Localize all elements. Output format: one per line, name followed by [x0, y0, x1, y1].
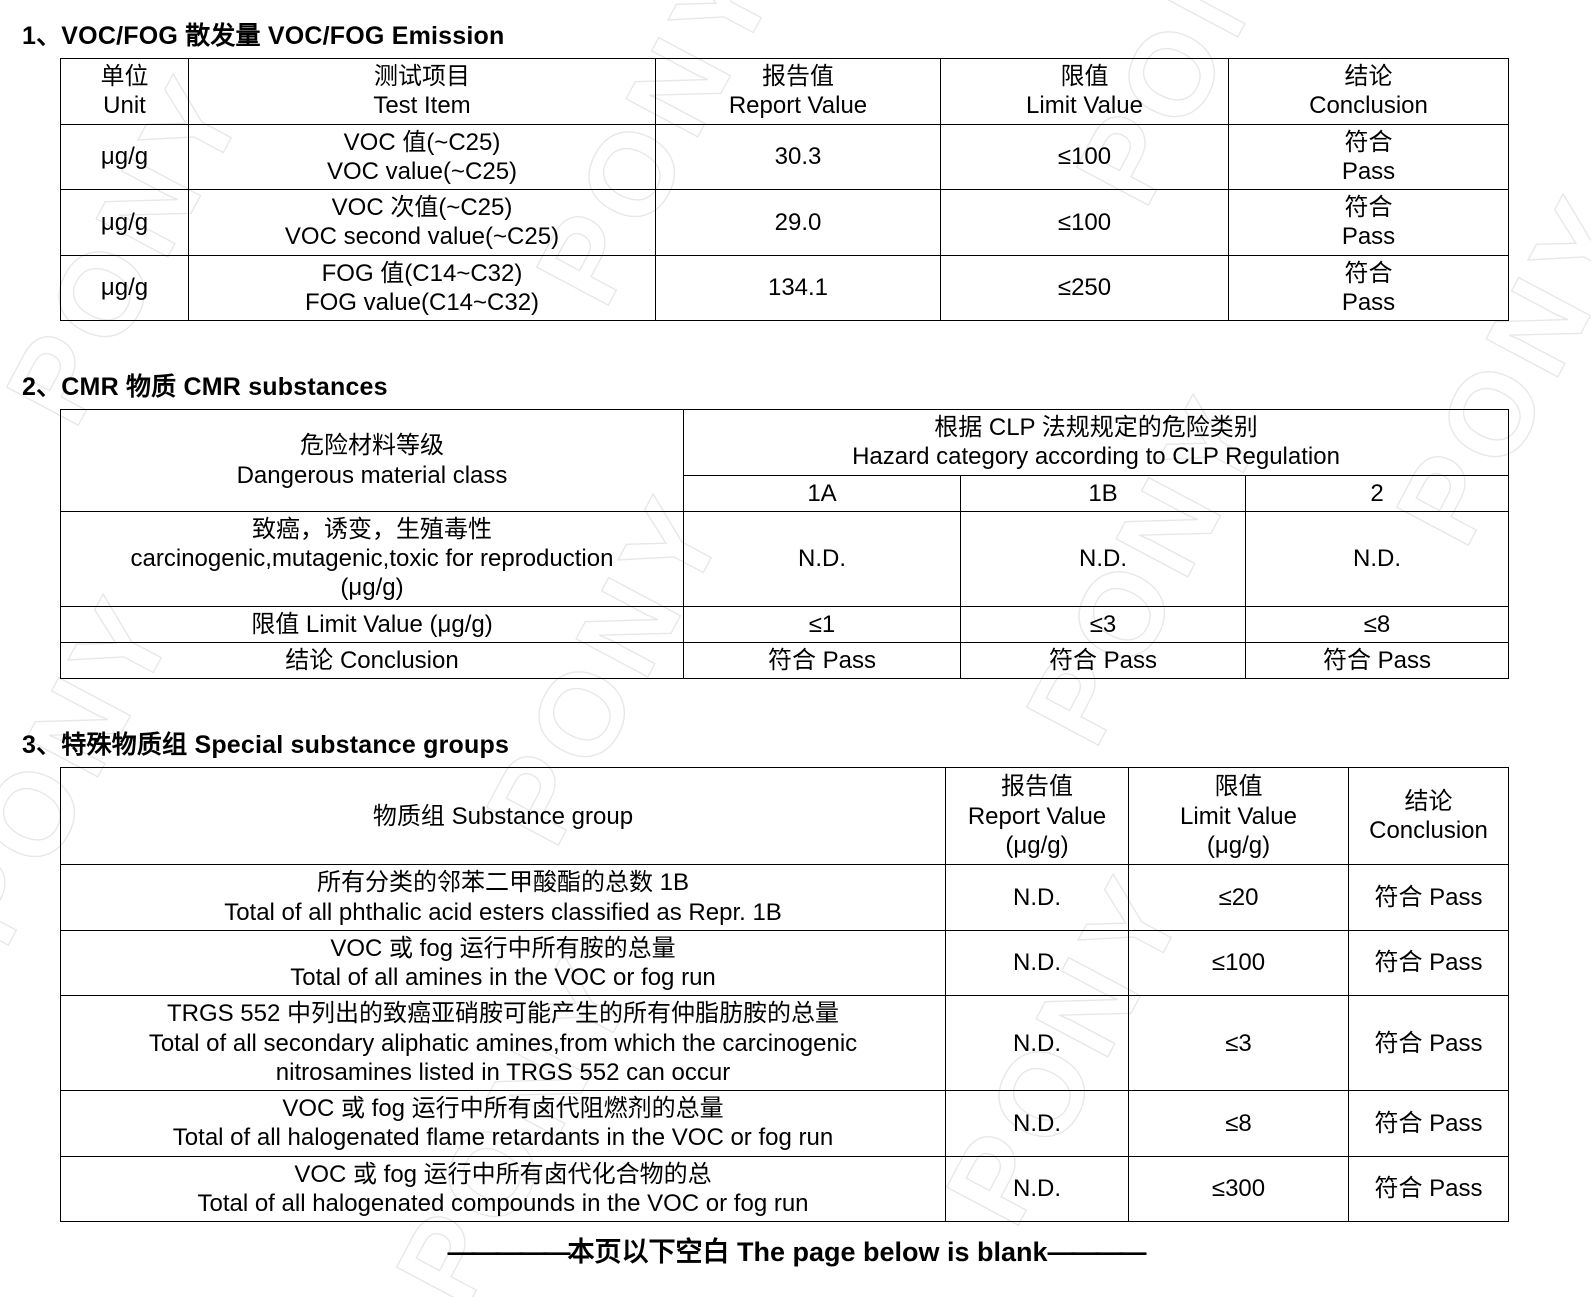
- col-header-report-value: 报告值 Report Value: [655, 58, 941, 125]
- cell-conclusion: 符合 Pass: [1228, 254, 1509, 322]
- cell-test-item: FOG 值(C14~C32) FOG value(C14~C32): [188, 254, 656, 322]
- cell-report-value: N.D.: [945, 1090, 1129, 1157]
- cell-conclusion: 符合 Pass: [1348, 929, 1509, 997]
- cell-limit-value: ≤100: [940, 123, 1229, 191]
- col-header-dangerous-material-class: 危险材料等级 Dangerous material class: [60, 409, 684, 512]
- cell-conclusion: 符合 Pass: [1348, 864, 1509, 931]
- cell-conclusion: 符合 Pass: [1228, 189, 1509, 256]
- cell-unit: μg/g: [60, 189, 189, 256]
- section1-heading: 1、VOC/FOG 散发量 VOC/FOG Emission: [22, 22, 505, 50]
- cell-row-label: 致癌，诱变，生殖毒性 carcinogenic,mutagenic,toxic …: [60, 510, 684, 607]
- col-header-report-value: 报告值 Report Value (μg/g): [945, 767, 1129, 866]
- col-header-unit: 单位 Unit: [60, 58, 189, 125]
- table-row: TRGS 552 中列出的致癌亚硝胺可能产生的所有仲脂肪胺的总量 Total o…: [60, 995, 1509, 1092]
- table-row: 致癌，诱变，生殖毒性 carcinogenic,mutagenic,toxic …: [60, 510, 1509, 607]
- section-spacer: [0, 679, 1591, 725]
- cell-value-2: N.D.: [1245, 510, 1509, 607]
- col-header-hazard-category: 根据 CLP 法规规定的危险类别 Hazard category accordi…: [683, 409, 1509, 476]
- cell-report-value: 134.1: [655, 254, 941, 322]
- cell-row-label: 限值 Limit Value (μg/g): [60, 605, 684, 643]
- section3-heading: 3、特殊物质组 Special substance groups: [22, 731, 510, 760]
- cell-conclusion: 符合 Pass: [1348, 1090, 1509, 1157]
- cell-report-value: N.D.: [945, 995, 1129, 1092]
- cell-limit-value: ≤8: [1128, 1090, 1349, 1157]
- cell-limit-value: ≤100: [940, 189, 1229, 256]
- table-row: μg/g FOG 值(C14~C32) FOG value(C14~C32) 1…: [60, 254, 1509, 322]
- cell-conclusion: 符合 Pass: [1228, 123, 1509, 191]
- footer-dash-right: ————: [1047, 1237, 1147, 1268]
- table-header-row: 危险材料等级 Dangerous material class 根据 CLP 法…: [60, 409, 1509, 512]
- cell-limit-value: ≤20: [1128, 864, 1349, 931]
- cell-unit: μg/g: [60, 123, 189, 191]
- cell-value-2: ≤8: [1245, 605, 1509, 643]
- page-below-blank-footer: —————本页以下空白 The page below is blank————: [0, 1230, 1591, 1269]
- table-header-subrow: 1A 1B 2: [61, 474, 1509, 512]
- section2-heading: 2、CMR 物质 CMR substances: [22, 373, 388, 402]
- cell-value-1b: 符合 Pass: [960, 641, 1246, 680]
- col-header-limit-value: 限值 Limit Value (μg/g): [1128, 767, 1349, 866]
- cell-substance-group: 所有分类的邻苯二甲酸酯的总数 1B Total of all phthalic …: [60, 864, 946, 931]
- table-row: 结论 Conclusion 符合 Pass 符合 Pass 符合 Pass: [60, 641, 1509, 680]
- cell-test-item: VOC 值(~C25) VOC value(~C25): [188, 123, 656, 191]
- table-header-row: 物质组 Substance group 报告值 Report Value (μg…: [60, 767, 1509, 866]
- table-row: μg/g VOC 值(~C25) VOC value(~C25) 30.3 ≤1…: [60, 123, 1509, 191]
- document-content: 1、VOC/FOG 散发量 VOC/FOG Emission 单位 Unit 测…: [0, 0, 1591, 1269]
- cell-report-value: N.D.: [945, 864, 1129, 931]
- footer-dash-left: —————: [447, 1237, 570, 1268]
- table-cmr-substances: 危险材料等级 Dangerous material class 根据 CLP 法…: [60, 409, 1509, 680]
- table-header-row: 单位 Unit 测试项目 Test Item 报告值 Report Value …: [60, 58, 1509, 125]
- table-row: VOC 或 fog 运行中所有卤代阻燃剂的总量 Total of all hal…: [60, 1090, 1509, 1157]
- section-cmr-substances: 2、CMR 物质 CMR substances 危险材料等级 Dangerous…: [0, 367, 1591, 680]
- table-row: VOC 或 fog 运行中所有胺的总量 Total of all amines …: [60, 929, 1509, 997]
- cell-value-1b: N.D.: [960, 510, 1246, 607]
- cell-limit-value: ≤300: [1128, 1155, 1349, 1223]
- cell-substance-group: VOC 或 fog 运行中所有卤代化合物的总 Total of all halo…: [60, 1155, 946, 1223]
- cell-limit-value: ≤250: [940, 254, 1229, 322]
- table-row: 限值 Limit Value (μg/g) ≤1 ≤3 ≤8: [60, 605, 1509, 643]
- cell-unit: μg/g: [60, 254, 189, 322]
- col-header-category-2: 2: [1245, 474, 1509, 512]
- cell-substance-group: VOC 或 fog 运行中所有卤代阻燃剂的总量 Total of all hal…: [60, 1090, 946, 1157]
- col-header-category-1b: 1B: [960, 474, 1246, 512]
- cell-limit-value: ≤100: [1128, 929, 1349, 997]
- cell-substance-group: VOC 或 fog 运行中所有胺的总量 Total of all amines …: [60, 929, 946, 997]
- table-special-substance-groups: 物质组 Substance group 报告值 Report Value (μg…: [60, 767, 1509, 1223]
- section-spacer: [0, 321, 1591, 367]
- col-header-category-1a: 1A: [683, 474, 961, 512]
- cell-conclusion: 符合 Pass: [1348, 995, 1509, 1092]
- cell-value-1b: ≤3: [960, 605, 1246, 643]
- table-voc-fog-emission: 单位 Unit 测试项目 Test Item 报告值 Report Value …: [60, 58, 1509, 322]
- col-header-conclusion: 结论 Conclusion: [1348, 767, 1509, 866]
- cell-conclusion: 符合 Pass: [1348, 1155, 1509, 1223]
- cell-row-label: 结论 Conclusion: [60, 641, 684, 680]
- cell-report-value: 29.0: [655, 189, 941, 256]
- col-header-substance-group: 物质组 Substance group: [60, 767, 946, 866]
- cell-limit-value: ≤3: [1128, 995, 1349, 1092]
- footer-text: 本页以下空白 The page below is blank: [567, 1237, 1048, 1268]
- table-row: μg/g VOC 次值(~C25) VOC second value(~C25)…: [60, 189, 1509, 256]
- col-header-conclusion: 结论 Conclusion: [1228, 58, 1509, 125]
- cell-value-1a: ≤1: [683, 605, 961, 643]
- col-header-test-item: 测试项目 Test Item: [188, 58, 656, 125]
- cell-test-item: VOC 次值(~C25) VOC second value(~C25): [188, 189, 656, 256]
- table-row: 所有分类的邻苯二甲酸酯的总数 1B Total of all phthalic …: [60, 864, 1509, 931]
- cell-value-1a: 符合 Pass: [683, 641, 961, 680]
- cell-substance-group: TRGS 552 中列出的致癌亚硝胺可能产生的所有仲脂肪胺的总量 Total o…: [60, 995, 946, 1092]
- cell-report-value: N.D.: [945, 929, 1129, 997]
- table-row: VOC 或 fog 运行中所有卤代化合物的总 Total of all halo…: [60, 1155, 1509, 1223]
- col-header-limit-value: 限值 Limit Value: [940, 58, 1229, 125]
- cell-report-value: 30.3: [655, 123, 941, 191]
- cell-report-value: N.D.: [945, 1155, 1129, 1223]
- cell-value-2: 符合 Pass: [1245, 641, 1509, 680]
- section-voc-fog-emission: 1、VOC/FOG 散发量 VOC/FOG Emission 单位 Unit 测…: [0, 0, 1591, 322]
- section-special-substance-groups: 3、特殊物质组 Special substance groups 物质组 Sub…: [0, 725, 1591, 1223]
- cell-value-1a: N.D.: [683, 510, 961, 607]
